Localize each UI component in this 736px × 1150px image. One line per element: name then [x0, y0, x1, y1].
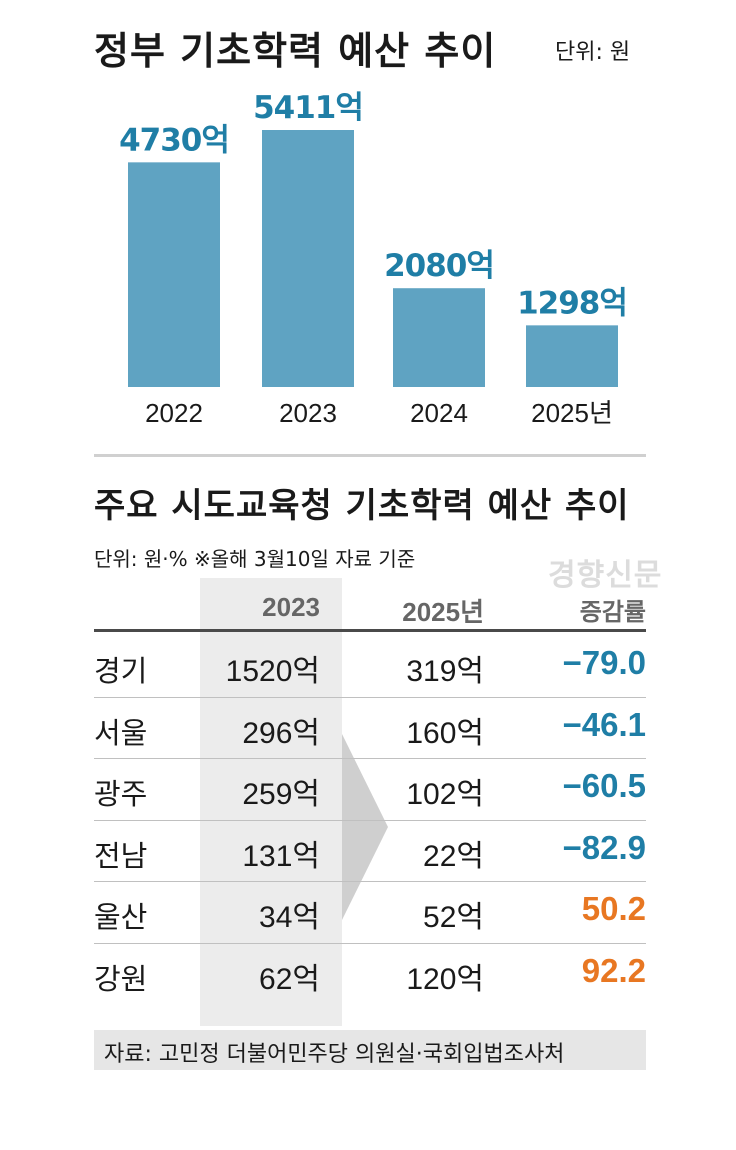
- table-row: 전남 131억 22억 −82.9: [94, 821, 646, 883]
- change-rate-cell: −79.0: [562, 644, 647, 681]
- header-2023: 2023: [262, 592, 320, 622]
- table-row: 광주 259억 102억 −60.5: [94, 759, 646, 821]
- bar-2022: [128, 162, 220, 387]
- budget-bar-chart: 4730억 2022 5411억 2023 2080억 2024 1298억 2025년: [119, 90, 628, 428]
- value-2025-cell: 52억: [423, 901, 484, 934]
- section-divider: [94, 454, 646, 457]
- bar-value-label: 2080억: [384, 248, 494, 284]
- header-change-rate: 증감률: [579, 598, 646, 626]
- header-2025: 2025년: [402, 597, 484, 627]
- bar-2024: [393, 288, 485, 387]
- value-2025-cell: 102억: [406, 778, 484, 811]
- year-tick-label: 2025년: [531, 398, 613, 428]
- value-2023-cell: 34억: [259, 901, 320, 934]
- region-cell: 전남: [94, 838, 148, 873]
- table-row: 강원 62억 120억 92.2: [94, 944, 646, 1006]
- header-rule: [94, 629, 646, 632]
- row-divider: [94, 696, 646, 698]
- chart-title: 정부 기초학력 예산 추이: [94, 29, 497, 73]
- change-rate-cell: −82.9: [562, 828, 647, 866]
- row-divider: [94, 819, 646, 821]
- change-rate-cell: 50.2: [581, 890, 646, 927]
- value-2025-cell: 160억: [406, 716, 484, 750]
- bar-2023: [262, 130, 354, 387]
- row-divider: [94, 758, 646, 759]
- row-divider: [94, 881, 646, 882]
- arrow-right-icon: [342, 734, 388, 920]
- bar-value-label: 5411억: [253, 90, 363, 126]
- bar-value-label: 1298억: [517, 285, 627, 321]
- bar-value-label: 4730억: [119, 122, 229, 158]
- region-cell: 울산: [94, 900, 148, 934]
- value-2023-cell: 1520억: [225, 655, 320, 688]
- table-title: 주요 시도교육청 기초학력 예산 추이: [94, 486, 630, 526]
- value-2023-cell: 131억: [242, 839, 320, 873]
- value-2025-cell: 22억: [423, 839, 484, 873]
- value-2023-cell: 62억: [259, 962, 320, 996]
- value-2025-cell: 120억: [406, 962, 484, 996]
- region-cell: 경기: [94, 654, 148, 688]
- change-rate-cell: −46.1: [562, 705, 647, 743]
- column-2023-shade: [200, 578, 342, 1026]
- table-row: 경기 1520억 319억 −79.0: [94, 636, 646, 698]
- change-rate-cell: 92.2: [581, 951, 646, 989]
- bar-2025년: [526, 325, 618, 387]
- row-divider: [94, 942, 646, 944]
- value-2025-cell: 319억: [406, 655, 484, 688]
- chart-unit: 단위: 원: [555, 40, 631, 65]
- value-2023-cell: 296억: [242, 716, 320, 750]
- year-tick-label: 2023: [279, 398, 337, 428]
- source-note: 자료: 고민정 더불어민주당 의원실·국회입법조사처: [94, 1030, 646, 1070]
- year-tick-label: 2022: [145, 398, 203, 428]
- region-cell: 서울: [94, 715, 148, 750]
- value-2023-cell: 259억: [242, 778, 320, 811]
- region-cell: 강원: [94, 961, 148, 996]
- table-unit-note: 단위: 원·% ※올해 3월10일 자료 기준: [94, 547, 416, 571]
- publisher-watermark: 경향신문: [548, 558, 663, 593]
- table-row: 서울 296억 160억 −46.1: [94, 698, 646, 760]
- change-rate-cell: −60.5: [562, 767, 647, 804]
- year-tick-label: 2024: [410, 398, 468, 428]
- table-row: 울산 34억 52억 50.2: [94, 882, 646, 944]
- region-cell: 광주: [94, 777, 148, 811]
